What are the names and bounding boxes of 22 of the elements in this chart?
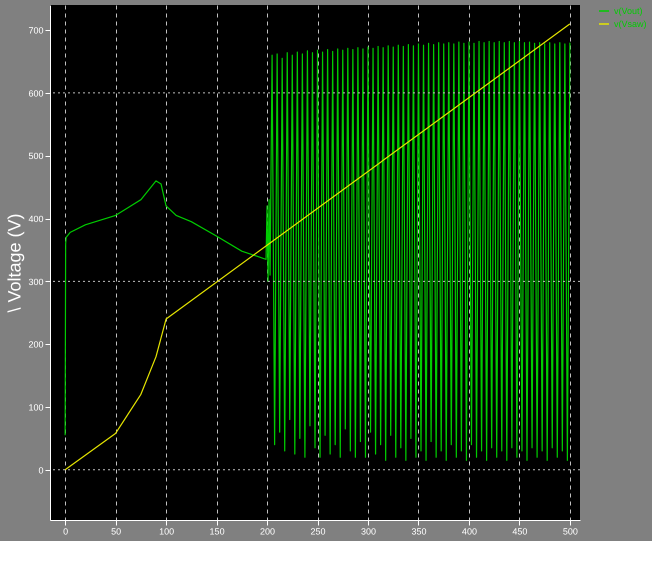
x-tick-label: 50 — [111, 526, 122, 536]
y-tick-label: 100 — [28, 402, 44, 412]
x-tick-label: 400 — [462, 526, 477, 536]
x-tick-label: 300 — [360, 526, 376, 536]
x-tick-label: 0 — [63, 526, 68, 536]
x-tick-label: 200 — [260, 526, 276, 536]
x-tick-label: 250 — [310, 526, 326, 536]
x-tick-label: 450 — [512, 526, 528, 536]
y-axis-title: \ Voltage (V) — [4, 213, 24, 313]
legend-label: v(Vsaw) — [614, 19, 647, 29]
x-tick-label: 150 — [210, 526, 225, 536]
x-tick-label: 100 — [159, 526, 174, 536]
x-tick-label: 350 — [411, 526, 426, 536]
y-tick-label: 500 — [28, 151, 44, 162]
legend-label: v(Vout) — [614, 6, 643, 16]
y-tick-label: 0 — [38, 465, 44, 476]
y-tick-label: 700 — [28, 26, 44, 36]
y-tick-label: 600 — [28, 88, 44, 98]
y-tick-label: 400 — [28, 214, 44, 224]
y-tick-label: 300 — [28, 276, 44, 287]
x-tick-label: 500 — [562, 526, 578, 536]
y-tick-label: 200 — [28, 340, 44, 350]
